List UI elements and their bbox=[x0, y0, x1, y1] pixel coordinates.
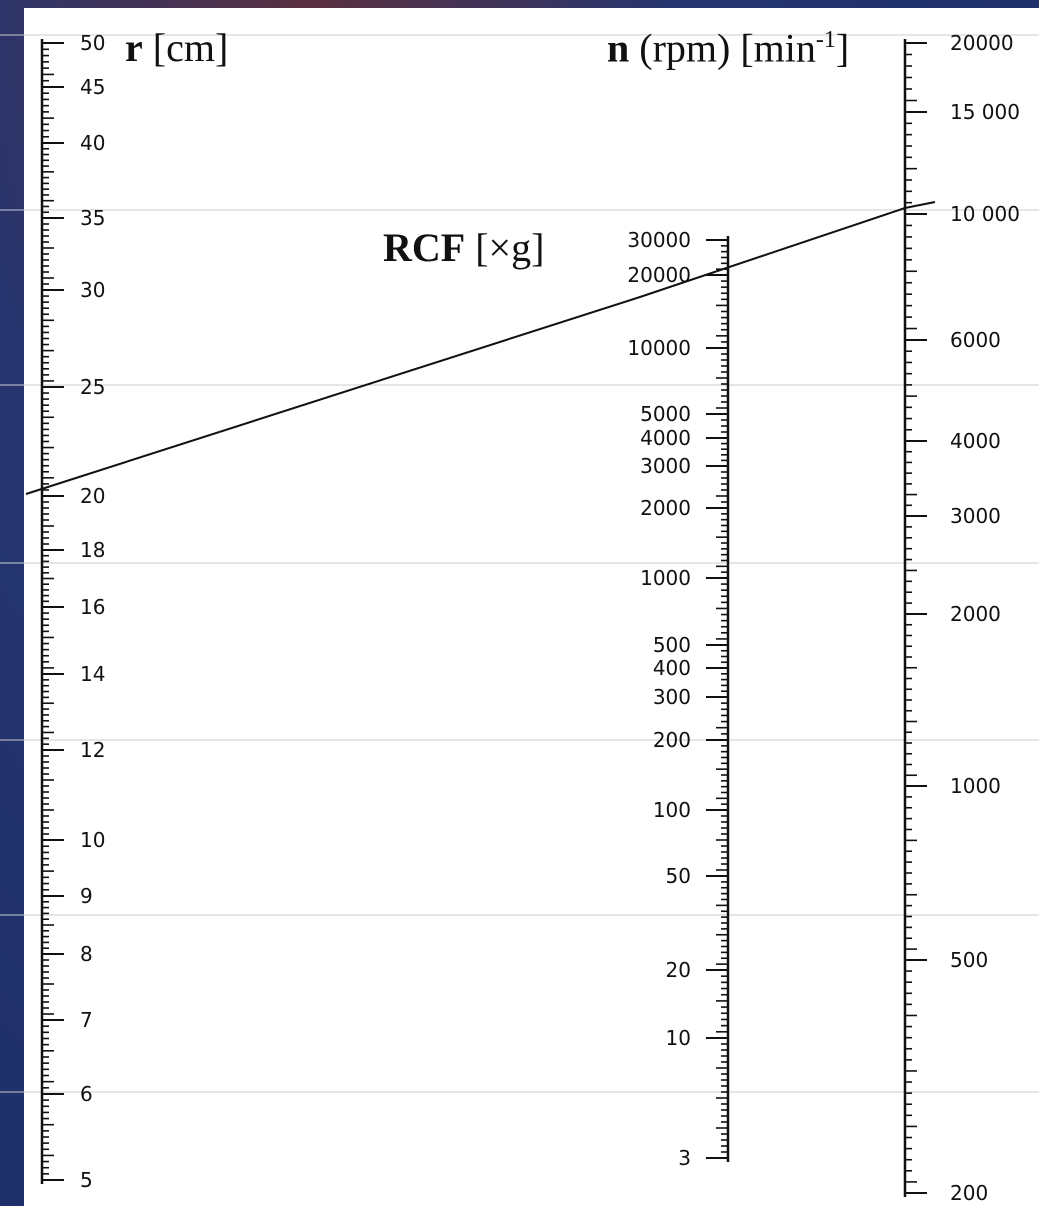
r-tick-label: 14 bbox=[80, 662, 105, 686]
rpm-unit-suffix: ] bbox=[835, 25, 850, 71]
rcf-tick-label: 100 bbox=[653, 798, 691, 822]
rcf-tick-label: 10 bbox=[666, 1026, 691, 1050]
rpm-symbol: n bbox=[607, 25, 630, 71]
rcf-title: RCF [×g] bbox=[383, 228, 544, 268]
n-tick-label: 500 bbox=[950, 948, 988, 972]
radius-title: r [cm] bbox=[125, 28, 228, 68]
slide-rule-lines bbox=[0, 34, 1039, 1093]
r-tick-label: 45 bbox=[80, 75, 105, 99]
rcf-tick-label: 30000 bbox=[627, 228, 691, 252]
radius-scale: 50 45 40 35 30 25 20 18 16 14 12 10 9 8 7 6 5 bbox=[40, 31, 105, 1192]
rcf-tick-label: 5000 bbox=[640, 402, 691, 426]
radius-symbol: r bbox=[125, 25, 143, 70]
rpm-scale: 20000 15 000 10 000 6000 4000 3000 2000 1000 500… bbox=[903, 31, 1020, 1205]
r-tick-label: 18 bbox=[80, 538, 105, 562]
rcf-tick-label: 20 bbox=[666, 958, 691, 982]
n-tick-label: 20000 bbox=[950, 31, 1014, 55]
rcf-tick-label: 50 bbox=[666, 864, 691, 888]
r-tick-label: 12 bbox=[80, 738, 105, 762]
rcf-tick-label: 300 bbox=[653, 685, 691, 709]
r-tick-label: 30 bbox=[80, 278, 105, 302]
r-tick-label: 7 bbox=[80, 1008, 93, 1032]
n-tick-label: 15 000 bbox=[950, 100, 1020, 124]
n-tick-label: 4000 bbox=[950, 429, 1001, 453]
r-tick-label: 10 bbox=[80, 828, 105, 852]
nomogram-sheet bbox=[24, 8, 1039, 1206]
n-tick-label: 10 000 bbox=[950, 202, 1020, 226]
rpm-unit-prefix: (rpm) [min bbox=[639, 25, 816, 71]
r-tick-label: 8 bbox=[80, 942, 93, 966]
rcf-tick-label: 500 bbox=[653, 633, 691, 657]
rcf-symbol: RCF bbox=[383, 225, 466, 270]
n-tick-label: 3000 bbox=[950, 504, 1001, 528]
rcf-tick-label: 10000 bbox=[627, 336, 691, 360]
n-tick-label: 200 bbox=[950, 1181, 988, 1205]
n-tick-label: 2000 bbox=[950, 602, 1001, 626]
r-tick-label: 25 bbox=[80, 375, 105, 399]
r-tick-label: 20 bbox=[80, 484, 105, 508]
n-tick-label: 1000 bbox=[950, 774, 1001, 798]
example-line bbox=[25, 201, 936, 495]
rcf-scale: 3000020000100005000400030002000100050040… bbox=[627, 228, 730, 1170]
rcf-tick-label: 1000 bbox=[640, 566, 691, 590]
rpm-title: n (rpm) [min-1] bbox=[607, 28, 849, 68]
rcf-tick-label: 3000 bbox=[640, 454, 691, 478]
r-tick-label: 6 bbox=[80, 1082, 93, 1106]
r-tick-label: 9 bbox=[80, 884, 93, 908]
n-tick-label: 6000 bbox=[950, 328, 1001, 352]
r-tick-label: 35 bbox=[80, 206, 105, 230]
r-tick-label: 50 bbox=[80, 31, 105, 55]
rcf-tick-label: 400 bbox=[653, 656, 691, 680]
radius-unit: [cm] bbox=[152, 25, 229, 70]
r-tick-label: 5 bbox=[80, 1168, 93, 1192]
rcf-tick-label: 3 bbox=[678, 1146, 691, 1170]
r-tick-label: 40 bbox=[80, 131, 105, 155]
rpm-unit-sup: -1 bbox=[815, 27, 836, 53]
rcf-unit: [×g] bbox=[475, 225, 545, 270]
rcf-tick-label: 2000 bbox=[640, 496, 691, 520]
r-tick-label: 16 bbox=[80, 595, 105, 619]
rcf-tick-label: 4000 bbox=[640, 426, 691, 450]
rcf-tick-label: 200 bbox=[653, 728, 691, 752]
